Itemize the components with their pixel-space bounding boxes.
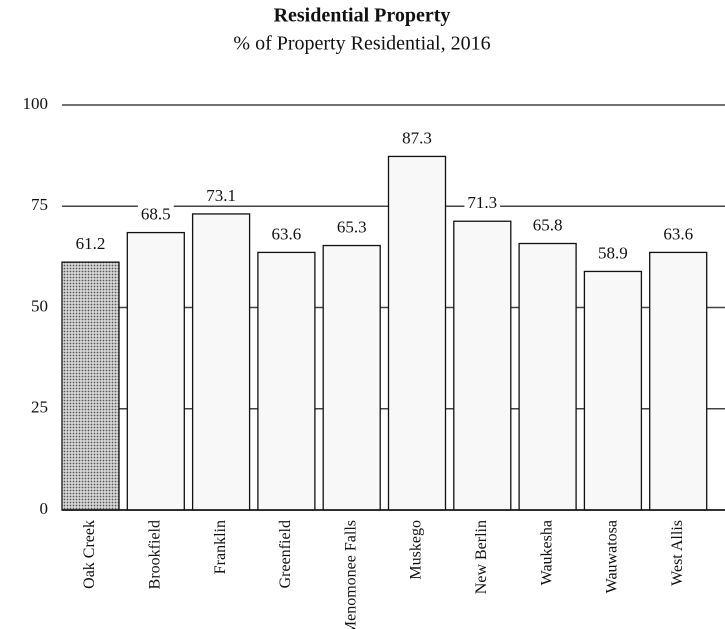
chart-subtitle: % of Property Residential, 2016 xyxy=(233,33,490,55)
bar xyxy=(387,155,447,511)
value-label: 87.3 xyxy=(402,128,432,147)
label-bg xyxy=(137,204,174,224)
x-tick-label: Oak Creek xyxy=(81,520,98,589)
value-label: 71.3 xyxy=(467,193,497,212)
bar xyxy=(61,261,120,511)
value-label: 63.6 xyxy=(272,224,302,243)
label-bg xyxy=(660,224,697,244)
bar xyxy=(583,270,643,511)
x-tick-label: Wauwatosa xyxy=(604,520,621,593)
y-tick-label: 50 xyxy=(31,296,48,315)
value-label: 73.1 xyxy=(206,186,236,205)
label-bg xyxy=(203,185,239,205)
y-tick-label: 0 xyxy=(40,499,49,518)
label-bg xyxy=(268,224,305,244)
bar xyxy=(191,213,251,511)
x-tick-label: West Allis xyxy=(669,520,686,586)
value-label: 65.8 xyxy=(533,215,563,234)
x-tick-label: Brookfield xyxy=(146,520,163,589)
label-bg xyxy=(333,217,370,237)
value-label: 58.9 xyxy=(598,243,628,262)
x-tick-label: Franklin xyxy=(212,520,229,574)
bar xyxy=(453,220,512,511)
label-bg xyxy=(529,215,566,235)
value-label: 61.2 xyxy=(76,234,106,253)
value-label: 68.5 xyxy=(141,204,171,223)
bar xyxy=(649,251,708,511)
chart-title: Residential Property xyxy=(274,5,451,27)
x-tick-label: Waukesha xyxy=(538,520,555,585)
value-label: 63.6 xyxy=(663,224,693,243)
label-bg xyxy=(464,193,501,213)
y-tick-label: 25 xyxy=(31,398,48,417)
value-label: 65.3 xyxy=(337,217,367,236)
label-bg xyxy=(595,243,631,263)
x-tick-label: Muskego xyxy=(408,520,425,580)
label-bg xyxy=(72,234,109,254)
bar xyxy=(518,242,577,511)
bar xyxy=(126,231,185,511)
label-bg xyxy=(399,128,435,148)
x-tick-label: Menomonee Falls xyxy=(342,520,359,629)
y-tick-label: 100 xyxy=(23,94,49,113)
y-tick-label: 75 xyxy=(31,195,48,214)
x-tick-label: Greenfield xyxy=(277,520,294,588)
bar xyxy=(322,244,381,511)
bar xyxy=(257,251,316,511)
x-tick-label: New Berlin xyxy=(473,520,490,594)
